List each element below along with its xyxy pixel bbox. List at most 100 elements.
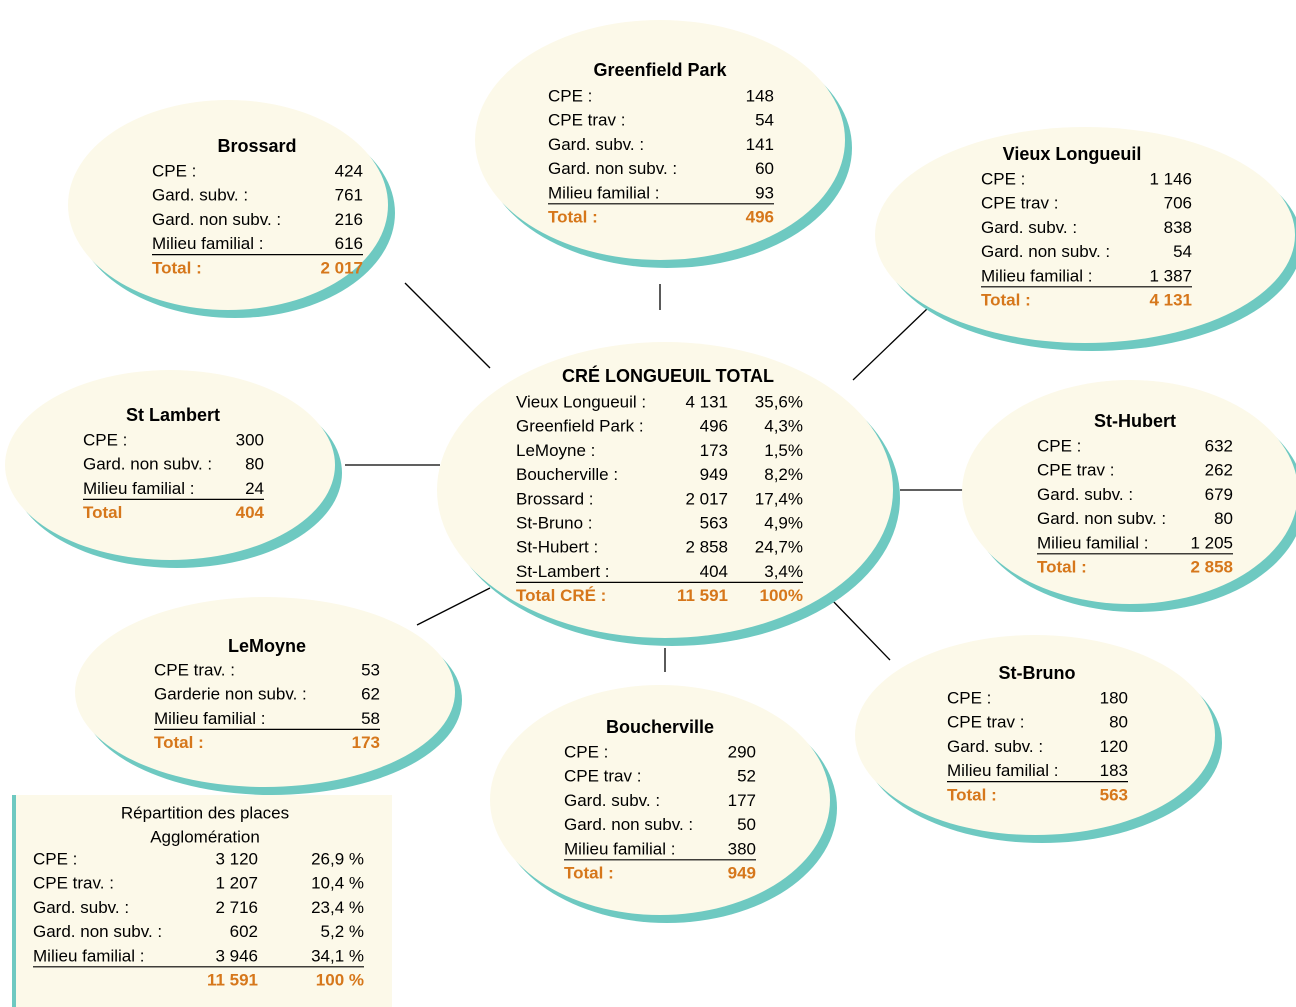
summary: Répartition des places Agglomération CPE :…: [33, 803, 364, 989]
row-value: 496: [700, 417, 728, 436]
connector: [852, 307, 929, 381]
row-value: 706: [1164, 194, 1192, 213]
row-value: 180: [1100, 688, 1128, 707]
row-label: CPE trav. :: [154, 660, 235, 679]
row-value: 54: [1173, 242, 1192, 261]
total-label: Total :: [154, 733, 204, 752]
row-percent: 4,9%: [764, 513, 803, 532]
node-title: CRÉ LONGUEUIL TOTAL: [562, 365, 774, 386]
row-value: 216: [335, 210, 363, 229]
row-label: Milieu familial :: [152, 234, 263, 253]
node-ellipse: [962, 380, 1296, 604]
row-value: 54: [755, 111, 774, 130]
node-title: Boucherville: [606, 717, 714, 737]
row-label: Gard. subv. :: [152, 186, 248, 205]
row-label: CPE trav :: [548, 111, 625, 130]
total-value: 496: [746, 207, 774, 226]
node-ellipse: [490, 685, 830, 915]
row-value: 949: [700, 465, 728, 484]
row-label: Garderie non subv. :: [154, 685, 307, 704]
row-label: St-Lambert :: [516, 562, 610, 581]
total-value: 4 131: [1149, 290, 1192, 309]
total-value: 2 858: [1190, 557, 1233, 576]
row-percent: 4,3%: [764, 417, 803, 436]
row-value: 58: [361, 709, 380, 728]
node: Vieux Longueuil CPE : 1 146 CPE trav : 706 Ga…: [875, 127, 1296, 351]
row-percent: 8,2%: [764, 465, 803, 484]
row-label: CPE trav. :: [33, 874, 114, 893]
row-label: Milieu familial :: [33, 946, 144, 965]
row-value: 2 858: [685, 538, 728, 557]
row-value: 1 146: [1149, 169, 1192, 188]
row-value: 380: [728, 839, 756, 858]
total-value: 563: [1100, 785, 1128, 804]
connectors: [345, 282, 965, 672]
node-title: Vieux Longueuil: [1003, 144, 1142, 164]
row-label: CPE :: [981, 169, 1025, 188]
row-value: 2 716: [215, 898, 258, 917]
total-label: Total :: [981, 290, 1031, 309]
row-percent: 1,5%: [764, 441, 803, 460]
summary-title: Agglomération: [150, 827, 260, 846]
row-percent: 10,4 %: [311, 874, 364, 893]
node: CRÉ LONGUEUIL TOTAL Vieux Longueuil : 4 13…: [437, 342, 900, 646]
summary-box: [12, 795, 392, 1007]
row-percent: 17,4%: [755, 489, 803, 508]
row-value: 62: [361, 685, 380, 704]
row-value: 761: [335, 186, 363, 205]
row-value: 141: [746, 135, 774, 154]
node-ellipse: [68, 100, 388, 310]
row-value: 602: [230, 922, 258, 941]
node-ellipse: [437, 342, 893, 638]
row-label: St-Hubert :: [516, 538, 598, 557]
row-label: St-Bruno :: [516, 513, 593, 532]
row-value: 838: [1164, 218, 1192, 237]
row-percent: 26,9 %: [311, 849, 364, 868]
row-label: CPE :: [947, 688, 991, 707]
row-percent: 3,4%: [764, 562, 803, 581]
total-percent: 100%: [760, 586, 803, 605]
total-label: Total :: [564, 863, 614, 882]
row-label: Gard. non subv. :: [33, 922, 162, 941]
row-value: 1 205: [1190, 533, 1233, 552]
row-value: 93: [755, 183, 774, 202]
row-value: 300: [236, 430, 264, 449]
total-value: 2 017: [320, 258, 363, 277]
node: Boucherville CPE : 290 CPE trav : 52 Gard. su…: [490, 685, 837, 923]
node-title: St-Bruno: [999, 663, 1076, 683]
row-value: 4 131: [685, 392, 728, 411]
row-label: Gard. non subv. :: [548, 159, 677, 178]
row-value: 632: [1205, 436, 1233, 455]
node-ellipse: [5, 370, 335, 560]
row-value: 80: [1214, 509, 1233, 528]
node-ellipse: [875, 127, 1295, 343]
row-label: CPE :: [83, 430, 127, 449]
row-label: Milieu familial :: [548, 183, 659, 202]
row-value: 148: [746, 86, 774, 105]
node-title: Brossard: [217, 136, 296, 156]
row-percent: 34,1 %: [311, 946, 364, 965]
total-label: Total CRÉ :: [516, 586, 606, 605]
row-percent: 23,4 %: [311, 898, 364, 917]
node: Brossard CPE : 424 Gard. subv. : 761 Gard. no…: [68, 100, 395, 318]
row-label: Gard. non subv. :: [564, 815, 693, 834]
row-label: Vieux Longueuil :: [516, 392, 646, 411]
node: St-Bruno CPE : 180 CPE trav : 80 Gard. subv. …: [855, 635, 1222, 843]
node-title: St Lambert: [126, 405, 220, 425]
row-label: Gard. non subv. :: [1037, 509, 1166, 528]
summary-title: Répartition des places: [121, 803, 289, 822]
total-label: Total :: [947, 785, 997, 804]
row-value: 679: [1205, 485, 1233, 504]
node: St-Hubert CPE : 632 CPE trav : 262 Gard. subv…: [962, 380, 1296, 612]
row-percent: 35,6%: [755, 392, 803, 411]
row-label: Greenfield Park :: [516, 417, 644, 436]
row-label: Gard. non subv. :: [152, 210, 281, 229]
row-value: 50: [737, 815, 756, 834]
node: LeMoyne CPE trav. : 53 Garderie non subv. :…: [75, 597, 462, 795]
row-label: Gard. subv. :: [1037, 485, 1133, 504]
row-value: 290: [728, 742, 756, 761]
row-value: 183: [1100, 761, 1128, 780]
row-label: CPE :: [564, 742, 608, 761]
row-value: 3 946: [215, 946, 258, 965]
